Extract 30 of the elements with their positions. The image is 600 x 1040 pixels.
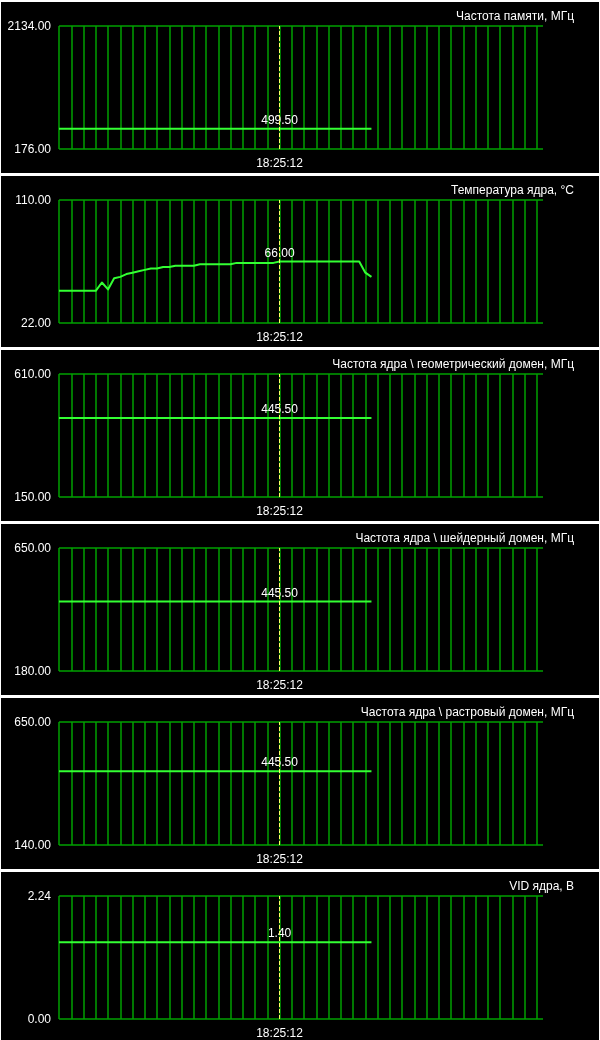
data-label: 445.50 [261,401,299,416]
y-tick-label: 180.00 [14,664,52,678]
x-tick-label: 18:25:12 [256,852,304,866]
x-tick-label: 18:25:12 [256,1026,304,1040]
data-label: 445.50 [261,585,299,600]
y-tick-label: 0.00 [27,1012,52,1026]
chart-title: VID ядра, В [509,879,574,893]
x-tick-label: 18:25:12 [256,330,304,344]
data-label: 445.50 [261,755,299,770]
chart-title: Частота ядра \ геометрический домен, МГц [332,357,575,371]
y-tick-label: 2.24 [27,889,52,903]
chart-title: Частота ядра \ шейдерный домен, МГц [355,531,575,545]
y-tick-label: 2134.00 [7,19,52,33]
x-tick-label: 18:25:12 [256,156,304,170]
chart-title: Частота ядра \ растровый домен, МГц [360,705,575,719]
y-tick-label: 176.00 [14,142,52,156]
y-tick-label: 140.00 [14,838,52,852]
y-tick-label: 150.00 [14,490,52,504]
x-tick-label: 18:25:12 [256,678,304,692]
line-series [58,260,373,292]
data-label: 66.00 [264,245,295,260]
data-label: 499.50 [261,112,299,127]
chart-title: Частота памяти, МГц [456,9,575,23]
x-tick-label: 18:25:12 [256,504,304,518]
y-tick-label: 610.00 [14,367,52,381]
y-tick-label: 650.00 [14,715,52,729]
y-tick-label: 110.00 [15,193,52,207]
y-tick-label: 22.00 [20,316,52,330]
y-tick-label: 650.00 [14,541,52,555]
chart-title: Температура ядра, °C [451,183,575,197]
